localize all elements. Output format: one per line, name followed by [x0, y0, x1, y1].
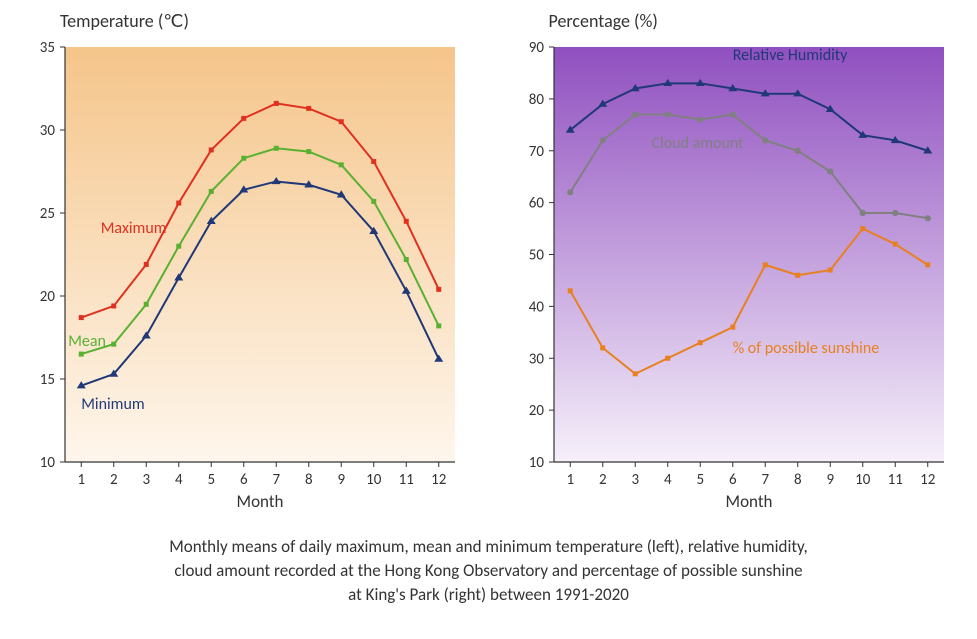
svg-text:10: 10 — [40, 454, 56, 472]
svg-text:Month: Month — [237, 491, 284, 512]
svg-text:Month: Month — [725, 491, 772, 512]
svg-text:10: 10 — [528, 454, 544, 472]
svg-text:Relative Humidity: Relative Humidity — [732, 46, 847, 65]
caption-line-1: Monthly means of daily maximum, mean and… — [169, 536, 808, 557]
svg-text:Cloud amount: Cloud amount — [651, 134, 744, 153]
root-container: Temperature (℃) 101520253035123456789101… — [0, 0, 977, 639]
svg-text:20: 20 — [528, 402, 544, 420]
svg-text:9: 9 — [337, 471, 345, 489]
svg-text:25: 25 — [40, 205, 55, 223]
svg-text:Mean: Mean — [68, 332, 106, 351]
svg-text:6: 6 — [240, 471, 248, 489]
svg-text:6: 6 — [728, 471, 736, 489]
svg-text:35: 35 — [40, 39, 55, 57]
svg-text:2: 2 — [110, 471, 118, 489]
svg-text:12: 12 — [920, 471, 935, 489]
svg-text:5: 5 — [207, 471, 215, 489]
svg-text:90: 90 — [528, 39, 544, 57]
svg-text:3: 3 — [142, 471, 150, 489]
svg-text:3: 3 — [631, 471, 639, 489]
svg-text:11: 11 — [399, 471, 414, 489]
svg-text:12: 12 — [431, 471, 446, 489]
svg-text:40: 40 — [528, 298, 544, 316]
svg-text:10: 10 — [855, 471, 871, 489]
svg-text:7: 7 — [272, 471, 280, 489]
svg-text:Minimum: Minimum — [81, 395, 144, 414]
svg-text:30: 30 — [528, 350, 544, 368]
caption: Monthly means of daily maximum, mean and… — [10, 535, 967, 606]
svg-text:% of possible sunshine: % of possible sunshine — [732, 339, 878, 358]
svg-text:70: 70 — [528, 143, 544, 161]
percentage-chart: 102030405060708090123456789101112MonthRe… — [499, 37, 959, 517]
temperature-chart-panel: Temperature (℃) 101520253035123456789101… — [10, 10, 479, 517]
svg-text:30: 30 — [40, 122, 56, 140]
svg-text:60: 60 — [528, 195, 544, 213]
svg-text:8: 8 — [793, 471, 801, 489]
charts-row: Temperature (℃) 101520253035123456789101… — [10, 10, 967, 517]
svg-text:80: 80 — [528, 91, 544, 109]
svg-text:15: 15 — [40, 371, 55, 389]
svg-text:2: 2 — [598, 471, 606, 489]
svg-text:5: 5 — [696, 471, 704, 489]
percentage-chart-title: Percentage (%) — [549, 10, 968, 32]
caption-line-2: cloud amount recorded at the Hong Kong O… — [174, 560, 802, 581]
svg-text:11: 11 — [887, 471, 902, 489]
svg-text:20: 20 — [40, 288, 56, 306]
svg-text:1: 1 — [77, 471, 85, 489]
svg-text:1: 1 — [566, 471, 574, 489]
temperature-chart-title: Temperature (℃) — [60, 10, 479, 32]
svg-text:10: 10 — [366, 471, 382, 489]
svg-text:4: 4 — [175, 471, 183, 489]
svg-text:9: 9 — [826, 471, 834, 489]
temperature-chart: 101520253035123456789101112MonthMaximumM… — [10, 37, 470, 517]
svg-text:8: 8 — [305, 471, 313, 489]
svg-text:7: 7 — [761, 471, 769, 489]
svg-text:4: 4 — [663, 471, 671, 489]
svg-text:50: 50 — [528, 247, 544, 265]
caption-line-3: at King's Park (right) between 1991-2020 — [348, 584, 629, 605]
svg-text:Maximum: Maximum — [101, 219, 167, 238]
percentage-chart-panel: Percentage (%) 1020304050607080901234567… — [499, 10, 968, 517]
